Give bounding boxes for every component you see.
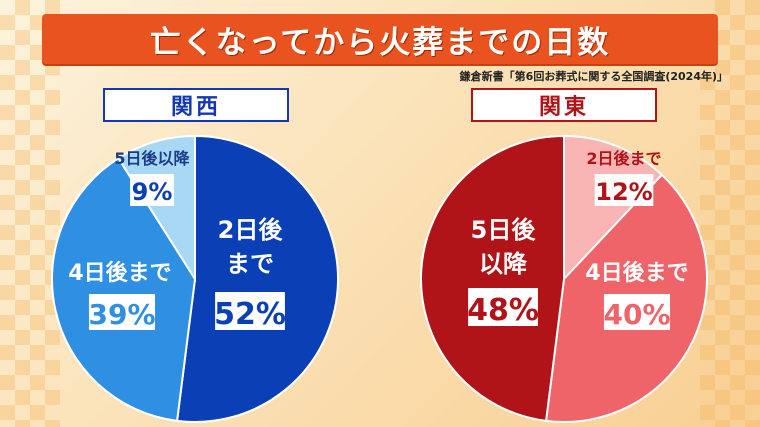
value-label-0-1: 39% [88, 298, 155, 331]
slice-label-1-2: 5日後以降 [471, 216, 537, 278]
value-box-1-2 [468, 288, 538, 326]
slice-label-1-0: 2日後まで [586, 149, 661, 168]
slices [51, 134, 339, 423]
source-caption: 鎌倉新書「第6回お葬式に関する全国調査(2024年)」 [459, 70, 728, 83]
slice-label-0-0: 2日後まで [218, 216, 284, 278]
value-label-1-1: 40% [603, 298, 670, 331]
value-box-0-1 [88, 294, 156, 330]
page-title: 亡くなってから火葬までの日数 [149, 24, 611, 61]
value-label-0-0: 52% [214, 297, 286, 332]
labels: 2日後まで 52% 4日後まで 39% 5日後以降 9% [68, 149, 286, 332]
value-box-0-0 [215, 292, 285, 330]
pie-slice-1-2 [420, 134, 565, 422]
pie-slice-0-2 [116, 134, 196, 283]
pie-slice-1-0 [563, 134, 664, 282]
slice-label-0-1: 4日後まで [68, 260, 171, 286]
value-box-0-2 [130, 174, 174, 206]
value-box-1-1 [603, 294, 671, 330]
background-pattern-left [0, 0, 60, 427]
background-pattern-right [700, 0, 760, 427]
labels: 2日後まで 12% 4日後まで 40% 5日後以降 48% [467, 149, 689, 331]
region-label-kansai: 関西 [103, 88, 289, 122]
pie-chart-kansai: 2日後まで 52% 4日後まで 39% 5日後以降 9% [51, 134, 339, 423]
region-label-kanto: 関東 [471, 88, 657, 122]
title-banner: 亡くなってから火葬までの日数 [42, 14, 718, 64]
value-box-1-0 [594, 174, 654, 206]
pie-chart-kanto: 2日後まで 12% 4日後まで 40% 5日後以降 48% [420, 134, 708, 423]
value-label-1-0: 12% [595, 178, 652, 206]
slice-label-0-2: 5日後以降 [114, 149, 190, 168]
slice-label-1-1: 4日後まで [585, 260, 688, 286]
value-label-0-2: 9% [132, 178, 173, 206]
value-label-1-2: 48% [467, 293, 539, 328]
pie-slice-0-0 [175, 134, 339, 423]
